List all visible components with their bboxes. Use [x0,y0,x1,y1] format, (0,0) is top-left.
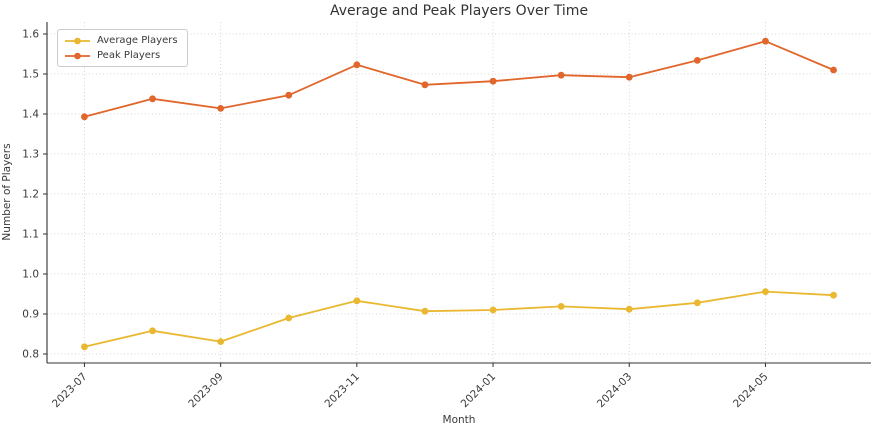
x-tick-label: 2024-05 [731,371,771,411]
data-point-marker [557,303,565,310]
legend-item-peak-players: Peak Players [65,50,178,61]
data-point-marker [81,343,88,351]
data-point-marker [217,338,225,345]
x-tick-label: 2023-07 [50,371,90,411]
data-point-marker [693,299,701,307]
data-point-marker [762,37,769,45]
data-point-marker [625,305,633,313]
data-point-marker [693,57,701,64]
data-point-marker [353,61,361,69]
y-tick-label: 0.9 [22,309,39,321]
data-point-marker [149,327,156,335]
data-point-marker [285,91,293,99]
y-tick-label: 0.8 [22,349,39,361]
x-axis-label: Month [442,414,476,426]
series-line-average-players [84,290,834,348]
y-tick-label: 1.5 [22,69,39,81]
x-tick-label: 2024-03 [595,371,635,411]
data-point-marker [557,71,565,79]
x-tick-label: 2023-11 [322,371,362,411]
y-tick-label: 1.4 [22,109,39,121]
data-point-marker [149,95,156,103]
data-point-marker [762,288,769,295]
line-marker-icon [65,52,90,59]
data-point-marker [81,113,88,121]
y-tick-label: 1.6 [22,29,39,41]
data-point-marker [625,73,633,81]
data-point-marker [489,306,497,314]
x-tick-label: 2023-09 [186,371,226,411]
data-point-marker [830,66,837,74]
data-point-marker [421,81,429,89]
chart-title: Average and Peak Players Over Time [329,3,589,19]
data-point-marker [489,77,497,85]
y-tick-label: 1.3 [22,149,39,161]
legend: Average Players Peak Players [57,29,188,67]
legend-item-average-players: Average Players [65,35,178,46]
legend-label: Peak Players [97,50,161,61]
legend-label: Average Players [97,35,178,46]
y-tick-label: 1.0 [22,269,39,281]
y-tick-label: 1.1 [22,229,39,241]
data-point-marker [285,314,293,322]
data-point-marker [353,297,361,305]
data-point-marker [830,291,837,299]
data-point-marker [421,307,429,315]
data-point-marker [217,105,225,112]
y-tick-label: 1.2 [22,189,39,201]
series-line-peak-players [84,40,834,118]
line-marker-icon [65,37,90,44]
x-tick-label: 2024-01 [459,371,499,411]
